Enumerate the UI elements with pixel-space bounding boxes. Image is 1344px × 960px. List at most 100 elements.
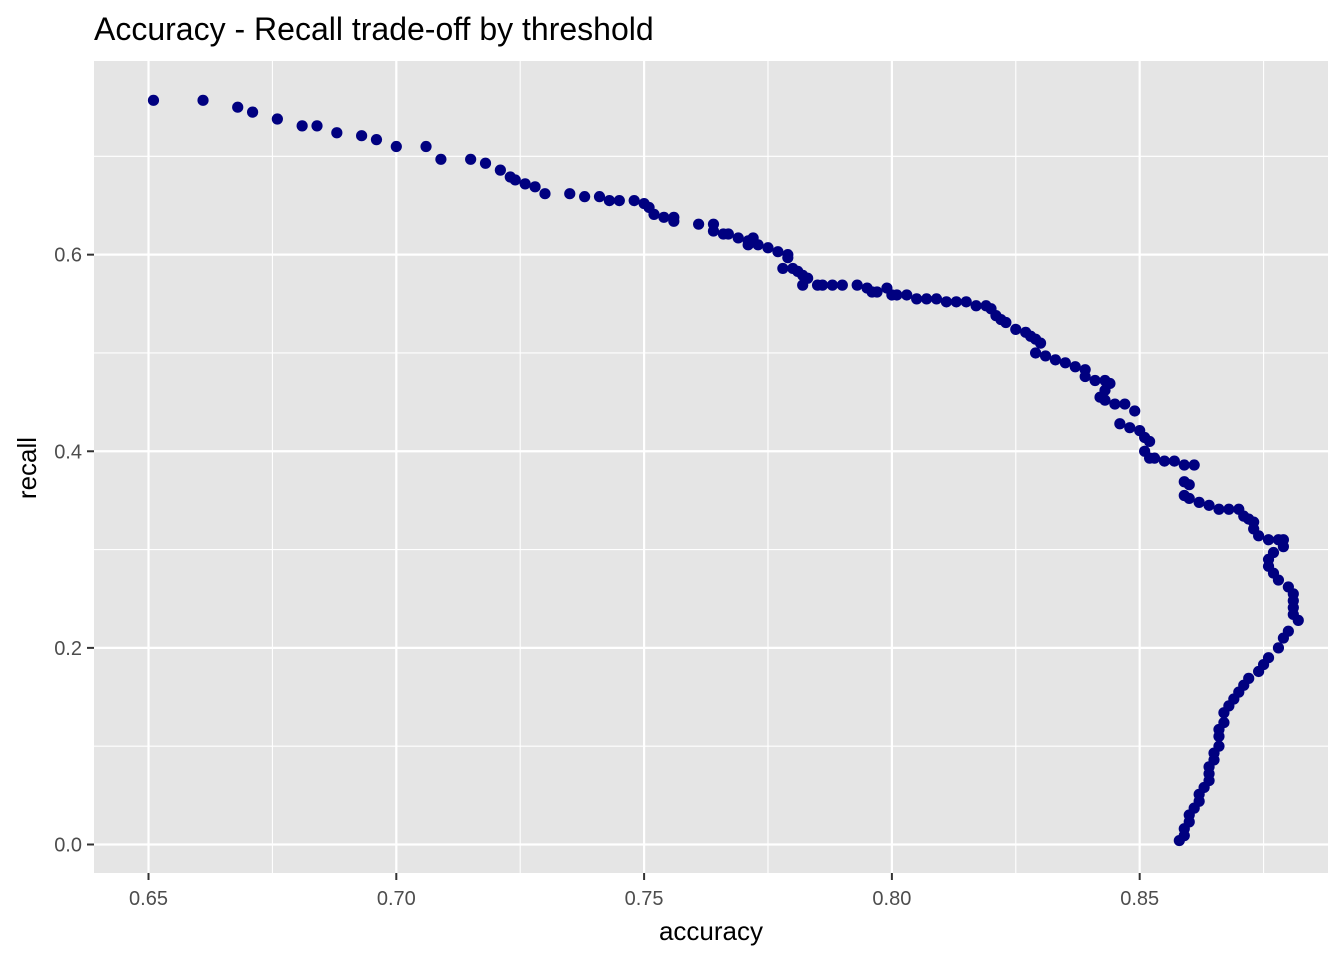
data-point	[529, 181, 541, 193]
data-point	[465, 153, 477, 165]
major-gridlines	[94, 61, 1328, 873]
data-point	[1049, 354, 1062, 366]
data-point	[762, 242, 774, 254]
data-point	[390, 140, 402, 153]
data-point	[579, 191, 591, 203]
data-point	[707, 225, 720, 237]
data-point	[246, 106, 259, 118]
data-point	[1277, 541, 1289, 553]
data-point	[356, 130, 368, 142]
data-point	[1119, 398, 1131, 410]
data-point	[658, 211, 670, 223]
x-tick-label: 0.85	[1120, 888, 1159, 910]
chart-title: Accuracy - Recall trade-off by threshold	[94, 11, 654, 47]
data-point	[271, 113, 283, 125]
data-point	[370, 134, 383, 146]
data-point	[420, 140, 432, 153]
x-tick-label: 0.65	[129, 888, 168, 910]
data-point	[1143, 435, 1156, 448]
data-point	[1039, 350, 1052, 362]
data-point	[901, 289, 913, 301]
data-point	[836, 279, 848, 291]
y-tick-label: 0.2	[54, 638, 82, 660]
data-point	[1089, 374, 1101, 387]
data-point	[871, 286, 883, 298]
y-tick-label: 0.4	[54, 441, 82, 463]
data-point	[564, 188, 576, 200]
data-point	[1253, 665, 1265, 678]
data-point	[593, 191, 606, 203]
data-point	[519, 178, 531, 190]
data-point	[1148, 452, 1161, 464]
data-point	[777, 262, 789, 275]
y-tick-label: 0.6	[54, 245, 82, 267]
data-point	[1203, 499, 1215, 511]
data-point	[960, 296, 972, 308]
data-point	[816, 279, 829, 291]
y-axis-title: recall	[12, 437, 42, 499]
data-point	[311, 120, 323, 132]
data-point	[1158, 455, 1171, 467]
data-point	[1183, 479, 1195, 491]
x-axis-title: accuracy	[659, 916, 763, 946]
data-point	[891, 289, 903, 301]
data-point	[1188, 459, 1200, 471]
data-point	[1253, 530, 1265, 542]
data-point	[1124, 422, 1136, 434]
data-point	[693, 218, 705, 230]
data-point	[494, 164, 506, 176]
data-point	[940, 296, 953, 308]
data-point	[435, 153, 447, 165]
data-point	[668, 215, 680, 227]
data-point	[930, 293, 943, 305]
data-point	[509, 174, 521, 186]
data-point	[1034, 337, 1047, 349]
data-point	[1114, 418, 1126, 430]
data-point	[826, 279, 839, 291]
data-point	[1059, 357, 1071, 369]
data-point	[950, 296, 962, 308]
data-point	[1218, 707, 1230, 719]
data-point	[1079, 370, 1091, 383]
plot-panel	[94, 61, 1328, 873]
data-point	[331, 127, 343, 139]
data-point	[539, 188, 551, 200]
data-point	[851, 279, 863, 291]
data-point	[1262, 534, 1275, 546]
data-points	[147, 94, 1304, 847]
data-point	[1213, 730, 1225, 742]
data-point	[1272, 642, 1285, 654]
data-point	[1000, 316, 1012, 329]
data-point	[1272, 574, 1285, 586]
data-point	[648, 208, 660, 220]
y-tick-label: 0.0	[54, 834, 82, 856]
data-point	[1223, 503, 1235, 515]
data-point	[722, 228, 734, 240]
data-point	[232, 101, 244, 113]
data-point	[1178, 459, 1190, 471]
data-point	[920, 293, 933, 305]
data-point	[1168, 455, 1180, 467]
data-point	[1193, 496, 1205, 508]
data-point	[1292, 614, 1304, 626]
data-point	[1213, 503, 1225, 515]
data-point	[782, 252, 794, 264]
data-point	[613, 194, 625, 207]
data-point	[752, 239, 764, 251]
data-point	[1010, 323, 1022, 335]
data-point	[479, 157, 492, 169]
data-point	[1277, 632, 1289, 644]
data-point	[772, 246, 784, 258]
x-tick-label: 0.75	[625, 888, 664, 910]
x-axis-ticks: 0.65 0.70 0.75 0.80 0.85	[129, 873, 1159, 910]
data-point	[628, 194, 640, 207]
data-point	[603, 194, 616, 207]
data-point	[797, 279, 809, 291]
data-point	[911, 293, 923, 305]
data-point	[1069, 361, 1081, 373]
data-point	[732, 232, 744, 244]
data-point	[197, 94, 209, 106]
data-point	[147, 94, 160, 106]
